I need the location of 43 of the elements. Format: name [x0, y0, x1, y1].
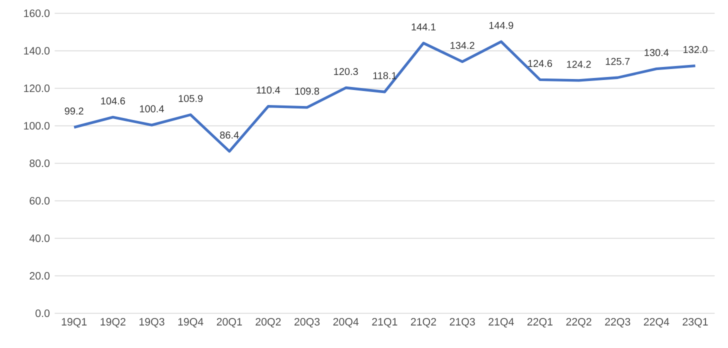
- data-label: 104.6: [101, 97, 125, 104]
- x-tick-label: 21Q1: [372, 318, 398, 328]
- y-tick-label: 0.0: [36, 310, 50, 318]
- x-tick-label: 20Q1: [216, 318, 242, 328]
- y-tick-label: 120.0: [24, 84, 50, 92]
- data-label: 132.0: [683, 46, 708, 54]
- y-tick-label: 100.0: [24, 122, 50, 130]
- x-tick-label: 20Q4: [333, 318, 359, 328]
- data-label: 144.1: [412, 24, 436, 30]
- data-label: 110.4: [256, 86, 280, 94]
- x-tick-label: 21Q4: [488, 318, 514, 328]
- data-label: 86.4: [220, 132, 239, 139]
- data-label: 130.4: [644, 49, 669, 56]
- y-tick-label: 20.0: [30, 272, 50, 280]
- data-label: 124.2: [567, 60, 591, 68]
- x-tick-label: 22Q1: [527, 318, 552, 328]
- x-tick-label: 19Q1: [62, 318, 87, 328]
- y-tick-label: 60.0: [30, 197, 50, 205]
- data-label: 105.9: [178, 94, 203, 102]
- x-tick-label: 23Q1: [682, 318, 708, 328]
- x-tick-label: 21Q2: [410, 318, 436, 328]
- y-tick-label: 80.0: [30, 160, 50, 168]
- x-tick-label: 22Q3: [605, 318, 630, 328]
- data-label: 125.7: [606, 58, 630, 65]
- x-tick-label: 22Q2: [566, 318, 592, 328]
- y-tick-label: 160.0: [24, 10, 50, 18]
- data-label: 120.3: [334, 68, 358, 76]
- data-label: 134.2: [450, 42, 474, 49]
- x-tick-label: 19Q2: [100, 318, 126, 328]
- x-tick-label: 19Q4: [178, 318, 204, 328]
- y-tick-label: 140.0: [24, 47, 50, 55]
- data-label: 99.2: [64, 108, 84, 115]
- x-tick-label: 22Q4: [644, 318, 670, 328]
- data-label: 109.8: [295, 88, 320, 95]
- data-label: 118.1: [373, 72, 396, 80]
- x-tick-label: 21Q3: [450, 318, 475, 328]
- data-label: 124.6: [528, 60, 552, 67]
- x-tick-label: 19Q3: [140, 318, 164, 328]
- data-label: 100.4: [140, 105, 164, 112]
- x-tick-label: 20Q2: [256, 318, 281, 328]
- x-tick-label: 20Q3: [294, 318, 320, 328]
- y-tick-label: 40.0: [29, 234, 50, 242]
- data-label: 144.9: [489, 22, 514, 29]
